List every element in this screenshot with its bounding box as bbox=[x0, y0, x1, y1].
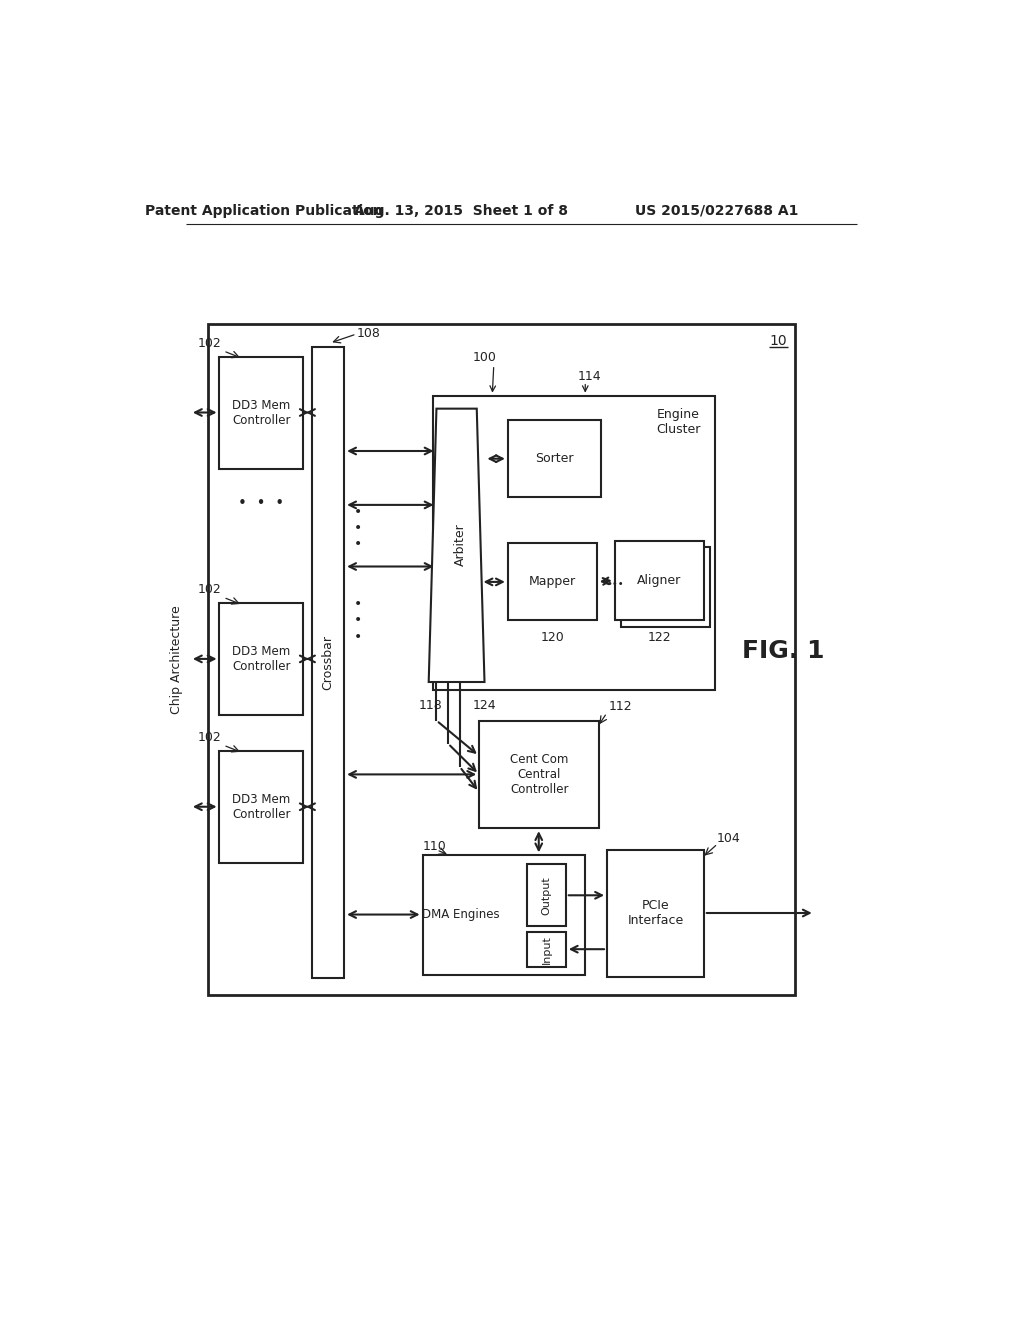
Text: 10: 10 bbox=[769, 334, 787, 348]
Text: 102: 102 bbox=[198, 731, 221, 744]
Bar bbox=[432, 396, 716, 689]
Bar bbox=[219, 603, 303, 715]
Text: •  •  •: • • • bbox=[239, 496, 285, 511]
Text: 114: 114 bbox=[578, 370, 601, 383]
Text: 102: 102 bbox=[198, 337, 221, 350]
Bar bbox=[311, 347, 344, 978]
Bar bbox=[527, 865, 566, 927]
Text: 122: 122 bbox=[647, 631, 671, 644]
Text: Cent Com
Central
Controller: Cent Com Central Controller bbox=[510, 752, 568, 796]
Text: PCIe
Interface: PCIe Interface bbox=[628, 899, 683, 928]
Text: Aug. 13, 2015  Sheet 1 of 8: Aug. 13, 2015 Sheet 1 of 8 bbox=[354, 203, 568, 218]
Text: Patent Application Publication: Patent Application Publication bbox=[144, 203, 383, 218]
Bar bbox=[508, 544, 597, 620]
Text: DD3 Mem
Controller: DD3 Mem Controller bbox=[232, 793, 291, 821]
Text: 124: 124 bbox=[473, 698, 497, 711]
Text: 102: 102 bbox=[198, 583, 221, 597]
Text: •
•
•: • • • bbox=[354, 597, 362, 644]
Text: •••: ••• bbox=[606, 579, 624, 589]
Bar bbox=[527, 932, 566, 966]
Text: 104: 104 bbox=[717, 832, 740, 845]
Text: Engine
Cluster: Engine Cluster bbox=[656, 408, 700, 436]
Text: Input: Input bbox=[542, 935, 552, 964]
Text: Output: Output bbox=[542, 876, 552, 915]
Bar bbox=[219, 751, 303, 863]
Text: 108: 108 bbox=[356, 327, 380, 341]
Text: Chip Architecture: Chip Architecture bbox=[170, 606, 182, 714]
Bar bbox=[621, 548, 710, 627]
Bar bbox=[479, 721, 599, 829]
Text: US 2015/0227688 A1: US 2015/0227688 A1 bbox=[635, 203, 799, 218]
Text: Arbiter: Arbiter bbox=[454, 524, 467, 566]
Text: Sorter: Sorter bbox=[535, 453, 573, 465]
Text: DMA Engines: DMA Engines bbox=[423, 908, 500, 921]
Polygon shape bbox=[429, 409, 484, 682]
Bar bbox=[614, 541, 703, 620]
Bar bbox=[423, 855, 586, 974]
Bar bbox=[219, 358, 303, 469]
Bar bbox=[607, 850, 703, 977]
Text: 120: 120 bbox=[541, 631, 564, 644]
Text: FIG. 1: FIG. 1 bbox=[741, 639, 824, 663]
Text: •
•
•: • • • bbox=[354, 504, 362, 552]
Text: 110: 110 bbox=[423, 840, 446, 853]
Text: DD3 Mem
Controller: DD3 Mem Controller bbox=[232, 645, 291, 673]
Bar bbox=[208, 323, 796, 995]
Text: 112: 112 bbox=[609, 700, 633, 713]
Text: 100: 100 bbox=[472, 351, 497, 363]
Text: Crossbar: Crossbar bbox=[322, 635, 335, 690]
Text: Mapper: Mapper bbox=[528, 576, 575, 589]
Text: Aligner: Aligner bbox=[637, 574, 681, 587]
Text: DD3 Mem
Controller: DD3 Mem Controller bbox=[232, 399, 291, 426]
Text: 118: 118 bbox=[419, 698, 442, 711]
Bar bbox=[508, 420, 601, 498]
